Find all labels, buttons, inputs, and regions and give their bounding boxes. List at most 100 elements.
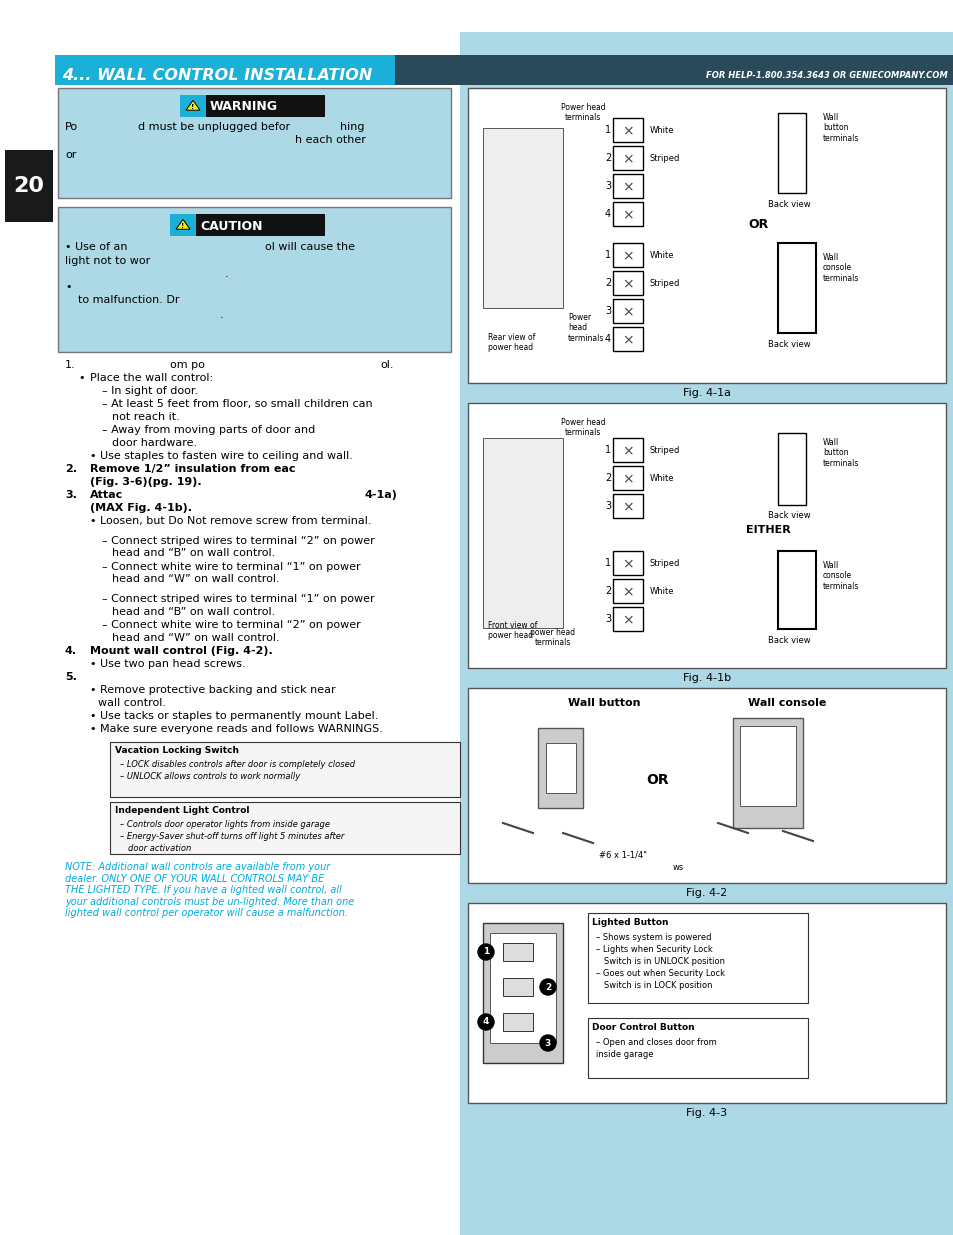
Text: – Controls door operator lights from inside garage: – Controls door operator lights from ins… (120, 820, 330, 829)
Text: head and “B” on wall control.: head and “B” on wall control. (112, 606, 275, 618)
Text: 3: 3 (604, 501, 611, 511)
Text: 1: 1 (482, 947, 489, 956)
Bar (740, 726, 795, 806)
Text: – Connect striped wires to terminal “1” on power: – Connect striped wires to terminal “1” … (102, 594, 375, 604)
Bar (395, 56, 953, 85)
Bar (587, 1018, 807, 1078)
Bar (613, 270, 642, 295)
Text: Striped: Striped (649, 446, 679, 454)
Bar (587, 913, 807, 1003)
Text: ⨯: ⨯ (621, 179, 633, 193)
Text: 20: 20 (13, 177, 45, 196)
Bar (482, 128, 562, 308)
Text: White: White (649, 474, 674, 483)
Bar (180, 95, 325, 117)
Text: – Energy-Saver shut-off turns off light 5 minutes after: – Energy-Saver shut-off turns off light … (120, 832, 344, 841)
Text: Striped: Striped (649, 559, 679, 568)
Text: • Use tacks or staples to permanently mount Label.: • Use tacks or staples to permanently mo… (90, 711, 378, 721)
Bar (613, 327, 642, 351)
Text: Back view: Back view (767, 511, 810, 520)
Text: 4-1a): 4-1a) (365, 490, 397, 500)
Text: 4... WALL CONTROL INSTALLATION: 4... WALL CONTROL INSTALLATION (62, 68, 372, 83)
Bar (613, 579, 642, 603)
Text: Switch is in UNLOCK position: Switch is in UNLOCK position (603, 957, 724, 966)
Text: – At least 5 feet from floor, so small children can: – At least 5 feet from floor, so small c… (102, 399, 373, 409)
Text: • Loosen, but Do Not remove screw from terminal.: • Loosen, but Do Not remove screw from t… (90, 516, 371, 526)
Text: • Make sure everyone reads and follows WARNINGS.: • Make sure everyone reads and follows W… (90, 724, 382, 734)
Text: ⨯: ⨯ (621, 151, 633, 165)
Bar (613, 203, 642, 226)
Text: White: White (649, 587, 674, 597)
Bar (58, 207, 451, 352)
Text: 1: 1 (604, 445, 611, 454)
Text: 3.: 3. (65, 490, 77, 500)
Text: Power head
terminals: Power head terminals (560, 103, 604, 122)
Text: •: • (78, 373, 85, 383)
Text: (MAX Fig. 4-1b).: (MAX Fig. 4-1b). (90, 503, 192, 513)
Text: Front view of
power head: Front view of power head (488, 621, 537, 641)
Bar (613, 466, 642, 490)
Bar (459, 32, 953, 56)
Text: ⨯: ⨯ (621, 584, 633, 598)
Text: inside garage: inside garage (596, 1050, 653, 1058)
Bar (732, 718, 802, 827)
Text: head and “W” on wall control.: head and “W” on wall control. (112, 574, 279, 584)
Polygon shape (186, 100, 200, 110)
Bar (613, 551, 642, 576)
Circle shape (539, 979, 556, 995)
Text: ws: ws (672, 863, 683, 872)
Bar (468, 403, 945, 668)
Text: 2: 2 (604, 585, 611, 597)
Text: Fig. 4-3: Fig. 4-3 (686, 1108, 727, 1118)
Text: power head
terminals: power head terminals (530, 629, 575, 647)
Bar (545, 743, 576, 793)
Text: .: . (225, 269, 229, 279)
Text: – Connect striped wires to terminal “2” on power: – Connect striped wires to terminal “2” … (102, 536, 375, 546)
Bar (459, 32, 953, 1235)
Bar (468, 688, 945, 883)
Text: ⨯: ⨯ (621, 499, 633, 513)
Text: – Lights when Security Lock: – Lights when Security Lock (596, 945, 712, 953)
Circle shape (477, 944, 494, 960)
Text: not reach it.: not reach it. (112, 412, 179, 422)
Text: White: White (649, 126, 674, 135)
Text: to malfunction. Dr: to malfunction. Dr (78, 295, 179, 305)
Text: Lighted Button: Lighted Button (592, 918, 668, 927)
Bar (110, 742, 459, 797)
Text: ⨯: ⨯ (621, 471, 633, 485)
Text: 1.: 1. (65, 359, 75, 370)
Bar (55, 56, 395, 85)
Bar (482, 438, 562, 629)
Text: 2: 2 (604, 278, 611, 288)
Bar (613, 119, 642, 142)
Text: – Open and closes door from: – Open and closes door from (596, 1037, 716, 1047)
Text: Switch is in LOCK position: Switch is in LOCK position (603, 981, 712, 990)
Text: hing: hing (339, 122, 364, 132)
Text: 3: 3 (604, 614, 611, 624)
Text: om po: om po (170, 359, 205, 370)
Text: 3: 3 (604, 182, 611, 191)
Text: Wall console: Wall console (747, 698, 825, 708)
Text: – Goes out when Security Lock: – Goes out when Security Lock (596, 969, 724, 978)
Text: ⨯: ⨯ (621, 613, 633, 626)
Text: – In sight of door.: – In sight of door. (102, 387, 198, 396)
Text: ⨯: ⨯ (621, 275, 633, 290)
Text: 2.: 2. (65, 464, 77, 474)
Bar (490, 932, 556, 1044)
Text: Back view: Back view (767, 340, 810, 350)
Text: ⨯: ⨯ (621, 304, 633, 317)
Text: – UNLOCK allows controls to work normally: – UNLOCK allows controls to work normall… (120, 772, 300, 781)
Text: Wall button: Wall button (567, 698, 639, 708)
Text: head and “B” on wall control.: head and “B” on wall control. (112, 548, 275, 558)
Text: Independent Light Control: Independent Light Control (115, 806, 250, 815)
Text: Wall
console
terminals: Wall console terminals (822, 561, 859, 590)
Text: Wall
button
terminals: Wall button terminals (822, 438, 859, 468)
Text: Power
head
terminals: Power head terminals (567, 312, 604, 343)
Text: WARNING: WARNING (210, 100, 277, 114)
Text: 1: 1 (604, 249, 611, 261)
Text: ol will cause the: ol will cause the (265, 242, 355, 252)
Text: – LOCK disables controls after door is completely closed: – LOCK disables controls after door is c… (120, 760, 355, 769)
Text: door activation: door activation (128, 844, 191, 853)
Text: h each other: h each other (294, 135, 366, 144)
Text: Attac: Attac (90, 490, 123, 500)
